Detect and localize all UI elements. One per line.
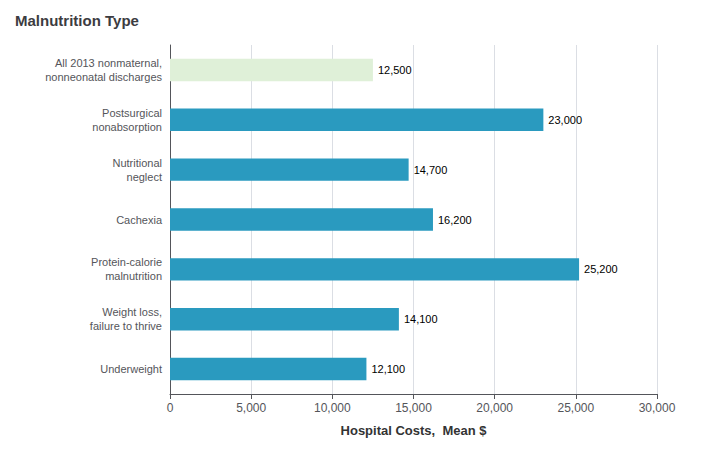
svg-text:15,000: 15,000 <box>395 401 432 415</box>
svg-text:Hospital Costs, Mean $: Hospital Costs, Mean $ <box>341 423 488 438</box>
svg-text:16,200: 16,200 <box>438 214 472 226</box>
svg-text:nonneonatal discharges: nonneonatal discharges <box>45 71 162 83</box>
svg-text:20,000: 20,000 <box>476 401 513 415</box>
svg-text:nonabsorption: nonabsorption <box>92 121 162 133</box>
svg-text:Postsurgical: Postsurgical <box>102 107 162 119</box>
svg-text:23,000: 23,000 <box>548 114 582 126</box>
svg-text:Cachexia: Cachexia <box>116 214 163 226</box>
svg-text:malnutrition: malnutrition <box>105 270 162 282</box>
svg-text:Nutritional: Nutritional <box>112 157 162 169</box>
svg-text:Malnutrition Type: Malnutrition Type <box>15 12 139 29</box>
svg-text:30,000: 30,000 <box>639 401 676 415</box>
svg-text:Protein-calorie: Protein-calorie <box>91 256 162 268</box>
svg-text:0: 0 <box>167 401 174 415</box>
svg-text:All 2013 nonmaternal,: All 2013 nonmaternal, <box>55 57 162 69</box>
svg-text:neglect: neglect <box>127 171 162 183</box>
svg-text:12,500: 12,500 <box>378 64 412 76</box>
svg-text:Weight loss,: Weight loss, <box>102 306 162 318</box>
svg-text:Underweight: Underweight <box>100 363 162 375</box>
svg-text:25,200: 25,200 <box>584 263 618 275</box>
svg-text:12,100: 12,100 <box>371 363 405 375</box>
svg-text:5,000: 5,000 <box>236 401 266 415</box>
svg-text:25,000: 25,000 <box>557 401 594 415</box>
svg-text:14,100: 14,100 <box>404 313 438 325</box>
svg-text:14,700: 14,700 <box>414 164 448 176</box>
svg-text:10,000: 10,000 <box>314 401 351 415</box>
svg-text:failure to thrive: failure to thrive <box>90 320 162 332</box>
